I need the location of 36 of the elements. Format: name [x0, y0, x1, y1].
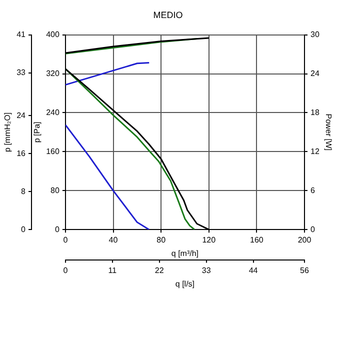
y-tick-label: 400 — [46, 30, 60, 40]
y3-tick-label: 0 — [21, 224, 26, 234]
y3-tick-label: 33 — [16, 68, 26, 78]
x-tick-label: 80 — [156, 236, 166, 245]
x-tick-label: 0 — [63, 236, 68, 245]
x2-axis-title: q [l/s] — [175, 279, 195, 288]
x2-tick-label: 56 — [300, 266, 310, 275]
y2-tick-label: 12 — [310, 146, 320, 156]
y-tick-label: 320 — [46, 68, 60, 78]
x-tick-label: 120 — [202, 236, 216, 245]
y-axis-title: p [Pa] — [32, 122, 42, 143]
y2-tick-label: 6 — [310, 186, 316, 195]
x2-tick-label: 0 — [63, 266, 68, 275]
y3-tick-label: 16 — [16, 148, 26, 158]
y-tick-label: 0 — [54, 224, 60, 234]
y2-tick-label: 0 — [310, 224, 316, 234]
y3-tick-label: 24 — [16, 110, 26, 120]
x2-tick-label: 22 — [154, 266, 164, 275]
x-tick-label: 200 — [298, 236, 312, 245]
y-tick-label: 240 — [46, 108, 60, 117]
y3-tick-label: 8 — [21, 186, 26, 196]
chart-title: MEDIO — [153, 10, 183, 20]
y2-axis-title: Power [W] — [324, 114, 333, 151]
x-tick-label: 40 — [108, 236, 118, 245]
y2-tick-label: 24 — [310, 68, 320, 78]
x-tick-label: 160 — [250, 236, 264, 245]
y3-tick-label: 41 — [16, 30, 26, 40]
x-axis-title: q [m³/h] — [171, 249, 199, 258]
y-tick-label: 160 — [46, 146, 60, 156]
x2-tick-label: 44 — [248, 266, 258, 275]
y2-tick-label: 18 — [310, 108, 320, 117]
y-tick-label: 80 — [50, 186, 60, 195]
x2-tick-label: 11 — [108, 266, 118, 275]
y2-tick-label: 30 — [310, 30, 320, 40]
x2-tick-label: 33 — [202, 266, 212, 275]
y3-axis-title: p [mmH₂O] — [3, 112, 12, 152]
